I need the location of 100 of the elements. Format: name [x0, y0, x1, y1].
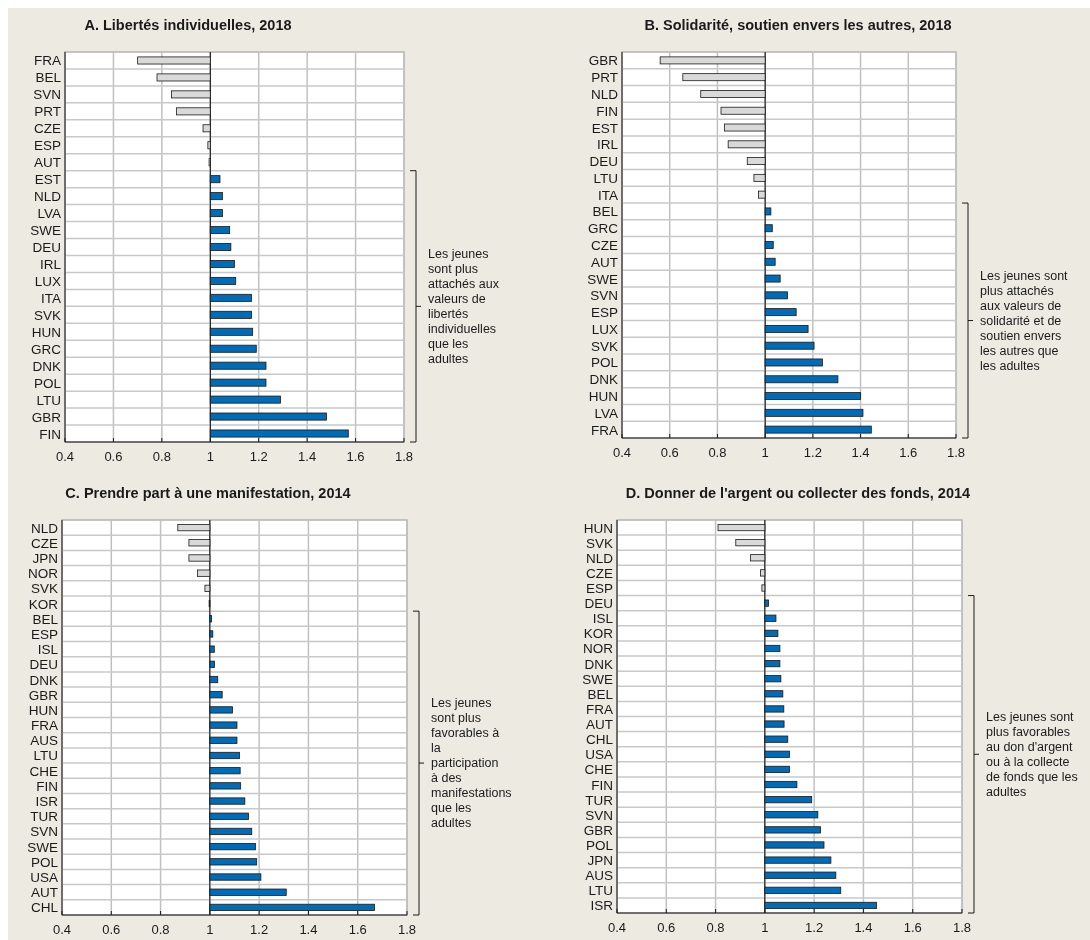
y-tick-label: ISL	[37, 642, 59, 658]
bar	[764, 871, 837, 879]
y-tick-label: NLD	[585, 550, 614, 566]
bar	[209, 782, 242, 790]
bar	[764, 291, 788, 300]
text: Les jeunes sont plus attachés aux valeurs de solidarité et de soutien envers les autres que les adultes	[980, 268, 1069, 373]
bar	[764, 811, 819, 819]
y-tick-label: SWE	[30, 223, 61, 239]
y-tick-label: AUT	[31, 885, 58, 901]
text: Les jeunes sont plus attachés aux valeurs de libertés individuelles que les adultes	[428, 246, 500, 366]
bar	[209, 327, 254, 336]
y-tick-label: KOR	[28, 596, 59, 612]
x-tick-label: 0.8	[152, 449, 171, 464]
chart-title: D. Donner de l'argent ou collecter des fonds, 2014	[625, 485, 971, 501]
bar	[209, 888, 287, 896]
y-tick-label: ITA	[41, 290, 61, 306]
bar	[764, 599, 769, 607]
y-tick-label: SWE	[582, 671, 613, 687]
bar	[209, 736, 238, 744]
y-tick-label: HUN	[28, 702, 58, 718]
y-tick-label: LUX	[591, 321, 618, 337]
x-tick-label: 1.8	[946, 445, 966, 460]
y-tick-label: DEU	[32, 240, 61, 255]
y-tick-label: ESP	[590, 305, 618, 321]
x-tick-label: 0.8	[708, 445, 727, 460]
bar	[764, 274, 781, 283]
x-tick-label: 0.8	[706, 920, 725, 935]
bar	[764, 644, 781, 653]
bar	[209, 209, 223, 218]
bar	[764, 886, 842, 894]
bar	[156, 73, 211, 82]
x-tick-label: 0.6	[102, 922, 121, 937]
y-tick-label: SWE	[587, 271, 618, 287]
y-tick-label: PRT	[34, 104, 61, 120]
y-tick-label: LTU	[588, 883, 613, 899]
y-tick-label: ISL	[592, 611, 614, 627]
y-tick-label: BEL	[32, 611, 59, 627]
bar	[177, 524, 211, 532]
x-tick-label: 1.2	[805, 920, 824, 935]
x-tick-label: 1.4	[851, 445, 870, 460]
x-tick-label: 0.6	[657, 920, 676, 935]
y-tick-label: CZE	[591, 238, 618, 253]
y-tick-label: DEU	[589, 154, 618, 170]
bar	[764, 392, 861, 400]
bar	[720, 106, 766, 115]
y-tick-label: AUT	[586, 717, 613, 733]
y-tick-label: GRC	[588, 221, 619, 237]
y-tick-label: SVN	[585, 807, 613, 823]
bar	[175, 107, 211, 116]
y-tick-label: NLD	[33, 189, 62, 205]
x-tick-label: 1.6	[348, 922, 367, 937]
y-tick-label: LTU	[36, 392, 61, 408]
y-tick-label: IRL	[596, 137, 619, 153]
y-tick-label: FRA	[586, 701, 613, 717]
bar	[209, 797, 246, 805]
y-tick-label: ESP	[33, 138, 61, 154]
y-tick-label: ITA	[598, 187, 618, 203]
bar	[209, 767, 241, 775]
bar	[209, 812, 249, 820]
y-tick-label: HUN	[583, 520, 613, 536]
x-tick-label: 1.6	[346, 449, 365, 464]
y-tick-label: FIN	[596, 103, 618, 119]
bar	[209, 827, 253, 836]
text: Les jeunes sont plus favorables à la participation à des manifestations que les adultes	[431, 696, 512, 831]
x-tick-label: 1.2	[250, 922, 269, 937]
y-tick-label: POL	[30, 854, 59, 870]
bar	[764, 750, 790, 758]
y-tick-label: CZE	[586, 565, 613, 581]
bar	[753, 173, 766, 182]
y-tick-label: POL	[590, 355, 619, 371]
chart-title: C. Prendre part à une manifestation, 2014	[65, 485, 351, 501]
bar	[209, 260, 235, 268]
x-tick-label: 0.8	[151, 922, 170, 937]
y-tick-label: FRA	[31, 718, 58, 734]
y-tick-label: HUN	[31, 324, 61, 340]
y-tick-label: GBR	[583, 822, 614, 838]
bar	[700, 90, 766, 98]
bar	[209, 361, 267, 370]
y-tick-label: ISR	[590, 898, 614, 914]
y-tick-label: BEL	[35, 70, 62, 86]
x-tick-label: 1.8	[952, 920, 972, 935]
bar	[764, 408, 864, 417]
y-tick-label: GBR	[28, 687, 59, 703]
y-tick-label: DNK	[584, 656, 613, 672]
bar	[202, 124, 211, 133]
bar	[764, 690, 784, 698]
bar	[764, 257, 776, 266]
bar	[682, 73, 766, 82]
bar	[209, 675, 219, 684]
y-tick-label: SVK	[590, 338, 618, 354]
bar	[717, 523, 766, 532]
y-tick-label: SVK	[33, 307, 61, 323]
bar	[209, 706, 233, 714]
y-tick-label: FIN	[36, 778, 58, 794]
y-tick-label: SVN	[590, 288, 618, 304]
y-tick-label: GRC	[31, 341, 62, 357]
bar	[209, 293, 252, 302]
y-tick-label: CHL	[30, 900, 59, 916]
bar	[764, 705, 785, 713]
y-tick-label: LUX	[34, 273, 61, 289]
